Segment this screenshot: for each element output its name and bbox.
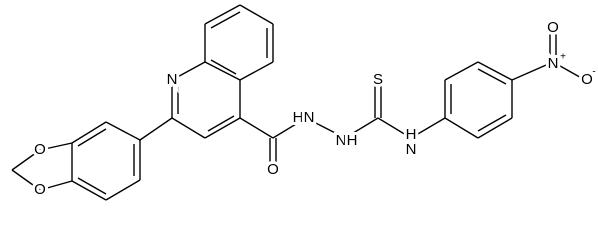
atom-label: S	[373, 71, 383, 88]
atom-label: O	[34, 181, 46, 198]
atom-label: N	[167, 71, 178, 88]
atom-label: H	[293, 109, 304, 126]
atom-label: O	[547, 19, 559, 36]
atom-label: O	[267, 161, 279, 178]
atom-label: H	[347, 132, 358, 149]
atom-label: H	[406, 126, 417, 143]
atom-labels: N O O O H N N H S N H N + O - O	[31, 16, 597, 201]
charge-label: +	[560, 52, 566, 63]
molecule: N O O O H N N H S N H N + O - O	[11, 4, 597, 201]
charge-label: -	[592, 67, 595, 78]
bonds	[11, 4, 586, 201]
atom-label: N	[406, 141, 417, 158]
atom-label: O	[581, 71, 593, 88]
atom-label: N	[304, 109, 315, 126]
atom-label: N	[336, 132, 347, 149]
atom-label: N	[548, 55, 559, 72]
atom-label: O	[34, 141, 46, 158]
